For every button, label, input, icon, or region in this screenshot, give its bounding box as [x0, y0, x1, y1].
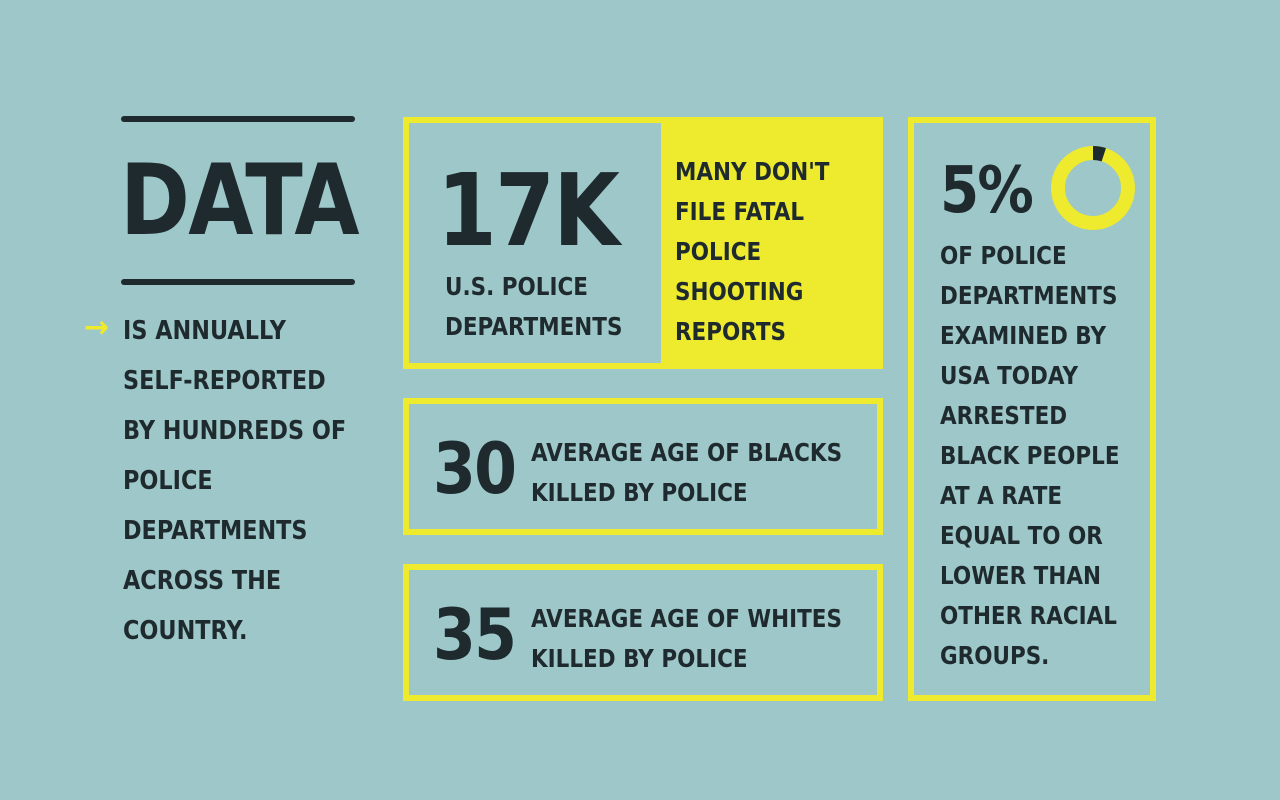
stat-5-line: OF POLICE	[940, 241, 1067, 270]
donut-chart	[1051, 146, 1135, 230]
stat-30-label-line: AVERAGE AGE OF BLACKS	[531, 438, 843, 467]
stat-5-line: GROUPS.	[940, 641, 1050, 670]
stat-5-line: OTHER RACIAL	[940, 601, 1117, 630]
stat-17k-side-note: MANY DON'T FILE FATAL POLICE SHOOTING RE…	[675, 152, 829, 352]
side-note-line: MANY DON'T	[675, 157, 830, 186]
page-title: DATA	[120, 144, 360, 258]
stat-5-line: USA TODAY	[940, 361, 1079, 390]
description-line: COUNTRY.	[123, 616, 248, 646]
arrow-icon: →	[84, 310, 110, 345]
description-line: SELF-REPORTED	[123, 366, 326, 396]
stat-17k-label: U.S. POLICE DEPARTMENTS	[445, 267, 622, 347]
description-line: IS ANNUALLY	[123, 316, 286, 346]
stat-35-label: AVERAGE AGE OF WHITES KILLED BY POLICE	[531, 599, 842, 679]
stat-5-description: OF POLICE DEPARTMENTS EXAMINED BY USA TO…	[940, 236, 1120, 676]
stat-17k-label-line: U.S. POLICE	[445, 272, 588, 301]
stat-5-line: EQUAL TO OR	[940, 521, 1103, 550]
description-line: BY HUNDREDS OF	[123, 416, 347, 446]
side-note-line: SHOOTING	[675, 277, 804, 306]
card-30: 30 AVERAGE AGE OF BLACKS KILLED BY POLIC…	[403, 398, 883, 535]
donut-slice	[1092, 146, 1106, 162]
stat-5-line: DEPARTMENTS	[940, 281, 1118, 310]
stat-17k-number: 17K	[437, 152, 620, 269]
side-note-line: POLICE	[675, 237, 762, 266]
card-5-percent: 5% OF POLICE DEPARTMENTS EXAMINED BY USA…	[908, 117, 1156, 701]
stat-30-label: AVERAGE AGE OF BLACKS KILLED BY POLICE	[531, 433, 842, 513]
description-line: POLICE	[123, 466, 213, 496]
stat-30-number: 30	[433, 428, 517, 510]
stat-5-line: BLACK PEOPLE	[940, 441, 1120, 470]
stat-35-number: 35	[433, 594, 517, 676]
stat-35-label-line: KILLED BY POLICE	[531, 644, 748, 673]
description-line: DEPARTMENTS	[123, 516, 308, 546]
top-rule	[121, 116, 355, 122]
card-17k-highlight	[661, 123, 877, 363]
side-note-line: REPORTS	[675, 317, 787, 346]
stat-17k-label-line: DEPARTMENTS	[445, 312, 623, 341]
description-text: IS ANNUALLY SELF-REPORTED BY HUNDREDS OF…	[123, 306, 346, 656]
stat-35-label-line: AVERAGE AGE OF WHITES	[531, 604, 842, 633]
bottom-rule	[121, 279, 355, 285]
stat-30-label-line: KILLED BY POLICE	[531, 478, 748, 507]
stat-5-line: ARRESTED	[940, 401, 1068, 430]
donut-ring	[1051, 146, 1135, 230]
stat-5-line: EXAMINED BY	[940, 321, 1107, 350]
side-note-line: FILE FATAL	[675, 197, 805, 226]
stat-5-line: AT A RATE	[940, 481, 1063, 510]
stat-5-line: LOWER THAN	[940, 561, 1101, 590]
stat-5-number: 5%	[940, 154, 1034, 228]
description-line: ACROSS THE	[123, 566, 282, 596]
card-17k: 17K U.S. POLICE DEPARTMENTS MANY DON'T F…	[403, 117, 883, 369]
card-35: 35 AVERAGE AGE OF WHITES KILLED BY POLIC…	[403, 564, 883, 701]
